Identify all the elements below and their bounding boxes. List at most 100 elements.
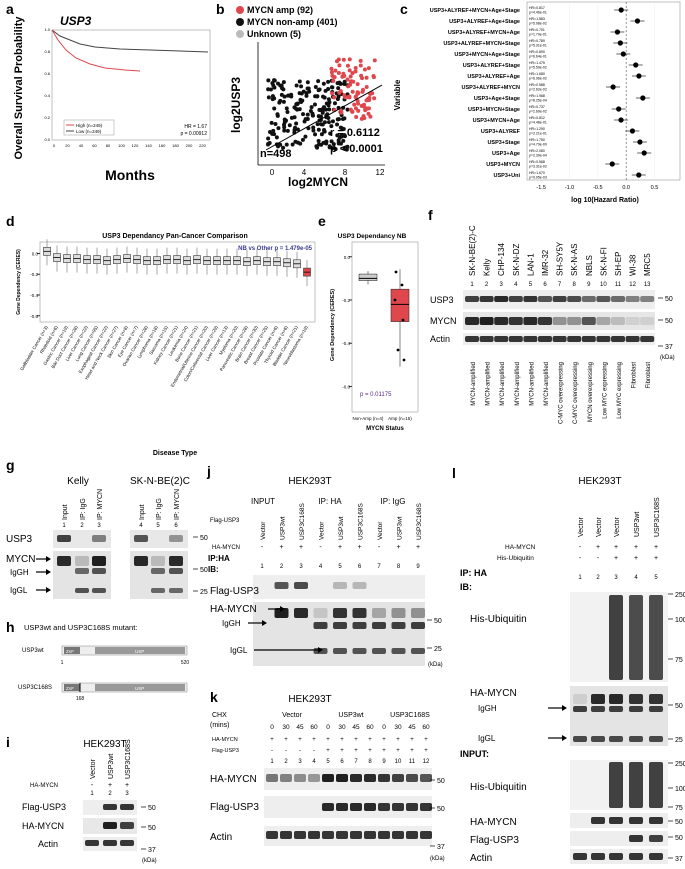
blot-band <box>494 296 509 302</box>
legend-label: High (n=249) <box>76 123 103 128</box>
stat: r = 0.6112 <box>330 127 380 139</box>
scatter-point <box>331 78 336 83</box>
scatter-point <box>350 71 355 76</box>
status-label: Fibroblast <box>632 362 638 389</box>
lane-number: 4 <box>312 759 316 765</box>
blot-band <box>567 317 582 325</box>
scatter-point <box>271 128 276 133</box>
tick-label: 180 <box>172 143 179 148</box>
ip-label: IB: <box>208 565 219 574</box>
sign: + <box>357 544 361 551</box>
blot-band <box>352 608 367 618</box>
scatter-point <box>353 66 358 71</box>
scatter-point <box>326 79 331 84</box>
size-marker: 37 <box>148 847 156 854</box>
size-marker: 50 <box>148 805 156 812</box>
tick-label: -0.6 <box>342 384 350 389</box>
status-label: Fibroblast <box>646 362 652 389</box>
blot-band <box>494 336 509 342</box>
lane-number: 6 <box>340 759 344 765</box>
blot-band <box>280 831 292 839</box>
stat: p=4.48e-01 <box>529 121 547 125</box>
lane-number: 2 <box>596 575 600 581</box>
scatter-point <box>298 141 303 146</box>
blot-band <box>406 803 418 811</box>
blot-band <box>151 556 165 566</box>
size-marker: 50 <box>675 819 683 826</box>
blot-band <box>420 831 432 839</box>
blot-band <box>392 803 404 811</box>
blot-band <box>465 296 479 302</box>
box <box>390 288 410 322</box>
row-label: IgGL <box>478 734 496 743</box>
row-label: HA-MYCN <box>30 783 58 789</box>
scatter-point <box>342 116 347 121</box>
scatter-point <box>312 102 317 107</box>
category-label: Amp (n=15) <box>388 416 412 421</box>
group-label: USP3wt <box>338 712 363 719</box>
sign: + <box>634 555 638 562</box>
tick-label: 0 <box>270 168 275 177</box>
forest-point <box>610 84 616 90</box>
tick-label: 60 <box>92 143 97 148</box>
blot-band <box>420 803 432 811</box>
time-label: 45 <box>352 724 360 731</box>
tick-label: 0.8 <box>44 49 50 54</box>
status-label: MYCN-amplified <box>500 362 506 406</box>
scatter-point <box>354 114 359 119</box>
row-label: USP3+MYCN+Age+Stage <box>454 52 520 58</box>
scatter-point <box>299 100 304 105</box>
size-marker: 100 <box>675 617 685 624</box>
row-label: Actin <box>38 839 58 849</box>
blot-band <box>581 317 596 325</box>
scatter-point <box>330 119 335 124</box>
lane-number: 6 <box>543 282 547 288</box>
blot-band <box>313 622 328 629</box>
blot-band <box>649 853 663 860</box>
sign: + <box>396 544 400 551</box>
blot-band <box>629 835 643 842</box>
blot-band <box>372 648 386 654</box>
scatter-point <box>335 117 340 122</box>
size-marker: 50 <box>434 618 442 625</box>
scatter-point <box>319 132 324 137</box>
blot-band <box>75 556 89 566</box>
scatter-point <box>356 108 361 113</box>
size-marker: 50 <box>437 778 445 785</box>
lane-number: 13 <box>644 282 651 288</box>
blot-band <box>629 706 643 712</box>
blot-band <box>372 608 386 618</box>
forest-point <box>636 172 642 178</box>
row-label: Actin <box>430 334 450 344</box>
lane-label: SK-N-AS <box>570 244 579 276</box>
row-label: HA-MYCN <box>505 544 536 551</box>
scatter-point <box>284 142 289 147</box>
scatter-point <box>339 110 344 115</box>
scatter-point <box>280 86 285 91</box>
panel-label: j <box>206 463 211 479</box>
blot-band <box>333 648 347 654</box>
size-marker: 250 <box>675 592 685 599</box>
lane-number: 1 <box>90 791 94 797</box>
scatter-point <box>352 102 357 107</box>
scatter-point <box>313 132 318 137</box>
stat: HR = 1.67 <box>184 124 207 130</box>
tick-label: 80 <box>106 143 111 148</box>
scatter-point <box>269 120 274 125</box>
scatter-point <box>336 86 341 91</box>
scatter-point <box>272 96 277 101</box>
blot-band <box>538 296 552 302</box>
scatter-point <box>348 107 353 112</box>
scatter-point <box>285 109 290 114</box>
sign: - <box>271 748 273 754</box>
scatter-point <box>275 112 280 117</box>
blot-band <box>649 835 663 842</box>
blot-band <box>609 706 623 712</box>
tick-label: 4 <box>302 168 307 177</box>
scatter-point <box>347 57 352 62</box>
scatter-point <box>272 106 277 111</box>
lane-label: NBLS <box>585 255 594 276</box>
lane-number: 5 <box>326 759 330 765</box>
tick-label: 220 <box>199 143 206 148</box>
status-label: C-MYC overexpressing <box>559 362 565 424</box>
